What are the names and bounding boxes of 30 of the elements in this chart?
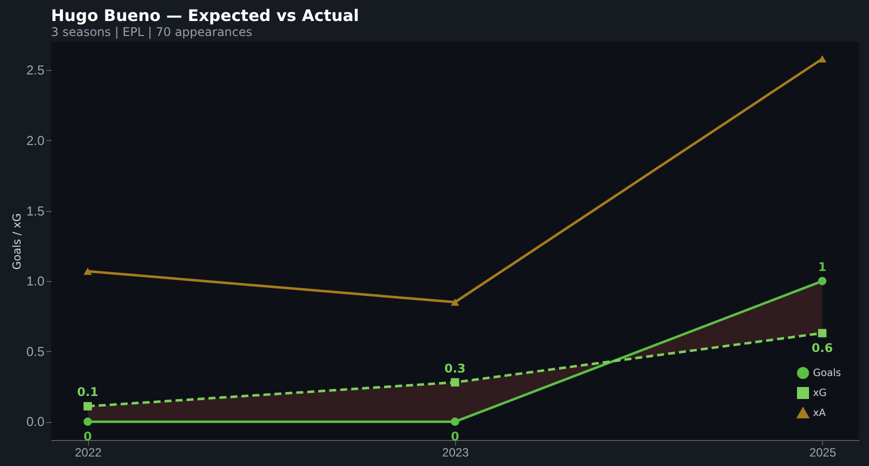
data-label: 0 [450,430,460,444]
point [450,298,460,306]
y-tick-label: 2.0 [26,132,44,148]
point [818,55,826,62]
data-label: 0.3 [444,361,466,376]
point [450,378,460,387]
x-tick-label: 2023 [442,446,470,460]
data-label: 0.6 [812,341,833,356]
point [818,328,826,338]
y-tick-label: 1.0 [26,274,44,289]
y-axis-title: Goals / xG [10,213,24,270]
point [450,418,460,426]
legend-label: xA [813,408,826,419]
data-label: 0 [84,430,92,444]
y-tick-label: 0.5 [26,344,44,359]
point [818,276,826,286]
y-tick-label: 1.5 [26,203,44,218]
x-tick-label: 2025 [809,446,836,460]
legend-label: xG [813,388,827,399]
chart-subtitle: 3 seasons | EPL | 70 appearances [51,25,252,39]
data-label: 0.1 [77,385,98,400]
y-tick-label: 0.0 [26,414,44,430]
data-label: 1 [818,260,826,274]
point [84,268,92,275]
legend-label: Goals [813,368,841,379]
chart-title: Hugo Bueno — Expected vs Actual [51,6,360,25]
x-tick-label: 2022 [74,446,102,460]
point [84,418,92,426]
point [84,402,92,410]
y-tick-label: 2.5 [26,62,44,78]
